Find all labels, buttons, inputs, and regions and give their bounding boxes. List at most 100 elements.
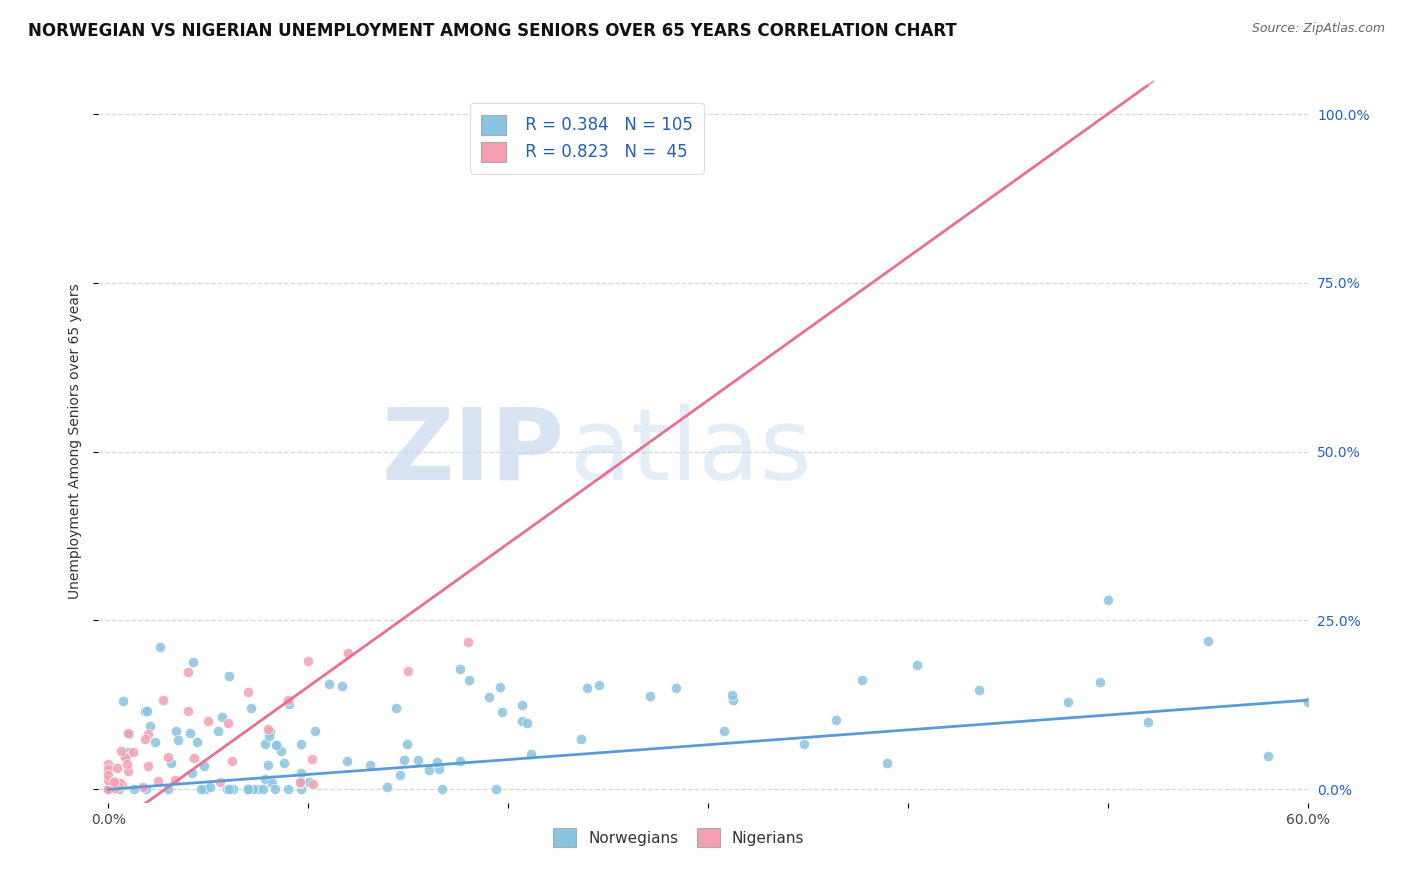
Point <box>458 673 481 687</box>
Point <box>426 756 449 770</box>
Point <box>186 734 208 748</box>
Point <box>242 782 264 797</box>
Point <box>266 738 288 752</box>
Point <box>1136 714 1159 729</box>
Point <box>1088 675 1111 690</box>
Point <box>104 782 127 797</box>
Point <box>793 738 815 752</box>
Point <box>146 773 169 788</box>
Point <box>181 655 204 669</box>
Point <box>304 724 326 739</box>
Point <box>449 662 471 676</box>
Point <box>97 782 120 797</box>
Point <box>215 782 238 797</box>
Point <box>117 745 139 759</box>
Point <box>181 766 204 780</box>
Point <box>97 757 120 772</box>
Point <box>263 782 285 797</box>
Text: Source: ZipAtlas.com: Source: ZipAtlas.com <box>1251 22 1385 36</box>
Point <box>588 678 610 692</box>
Point <box>290 782 312 797</box>
Point <box>122 782 145 797</box>
Point <box>156 782 179 797</box>
Point <box>114 750 136 764</box>
Point <box>337 646 360 660</box>
Point <box>149 640 172 655</box>
Point <box>302 777 325 791</box>
Point <box>111 778 134 792</box>
Point <box>236 782 259 797</box>
Point <box>108 782 131 797</box>
Point <box>103 774 125 789</box>
Point <box>1257 748 1279 763</box>
Point <box>330 679 353 693</box>
Point <box>824 713 846 727</box>
Point <box>111 694 134 708</box>
Point <box>103 775 125 789</box>
Point <box>163 773 186 788</box>
Point <box>569 731 592 746</box>
Point <box>97 782 120 797</box>
Point <box>221 754 243 768</box>
Point <box>516 715 538 730</box>
Point <box>876 756 898 770</box>
Point <box>254 737 277 751</box>
Point <box>218 669 240 683</box>
Point <box>157 750 180 764</box>
Point <box>288 775 311 789</box>
Point <box>253 772 276 787</box>
Point <box>297 654 319 668</box>
Point <box>135 782 157 797</box>
Point <box>638 689 661 703</box>
Text: NORWEGIAN VS NIGERIAN UNEMPLOYMENT AMONG SENIORS OVER 65 YEARS CORRELATION CHART: NORWEGIAN VS NIGERIAN UNEMPLOYMENT AMONG… <box>28 22 957 40</box>
Point <box>118 726 141 740</box>
Point <box>97 768 120 782</box>
Point <box>97 762 120 776</box>
Point <box>135 704 157 718</box>
Point <box>967 682 990 697</box>
Point <box>238 685 260 699</box>
Point <box>190 782 212 797</box>
Point <box>134 704 156 718</box>
Y-axis label: Unemployment Among Seniors over 65 years: Unemployment Among Seniors over 65 years <box>69 284 83 599</box>
Point <box>247 782 270 797</box>
Point <box>259 725 281 739</box>
Point <box>273 756 295 770</box>
Point <box>165 724 187 739</box>
Point <box>217 715 239 730</box>
Point <box>138 727 160 741</box>
Point <box>1056 694 1078 708</box>
Point <box>485 782 508 797</box>
Point <box>478 690 501 704</box>
Point <box>105 761 128 775</box>
Point <box>457 635 479 649</box>
Point <box>138 758 160 772</box>
Point <box>222 782 245 797</box>
Text: ZIP: ZIP <box>381 404 564 501</box>
Point <box>177 705 200 719</box>
Point <box>97 782 120 797</box>
Point <box>278 697 301 711</box>
Point <box>236 782 259 797</box>
Point <box>197 714 219 729</box>
Point <box>252 782 274 797</box>
Point <box>905 657 928 672</box>
Text: atlas: atlas <box>569 404 811 501</box>
Point <box>290 765 312 780</box>
Legend: Norwegians, Nigerians: Norwegians, Nigerians <box>547 822 810 853</box>
Point <box>240 701 263 715</box>
Point <box>298 775 321 789</box>
Point <box>262 776 284 790</box>
Point <box>270 744 292 758</box>
Point <box>132 780 155 795</box>
Point <box>389 768 412 782</box>
Point <box>110 744 132 758</box>
Point <box>336 754 359 768</box>
Point <box>359 758 381 772</box>
Point <box>179 725 201 739</box>
Point <box>520 747 543 761</box>
Point <box>449 754 471 768</box>
Point <box>200 780 222 794</box>
Point <box>107 779 129 793</box>
Point <box>1296 694 1319 708</box>
